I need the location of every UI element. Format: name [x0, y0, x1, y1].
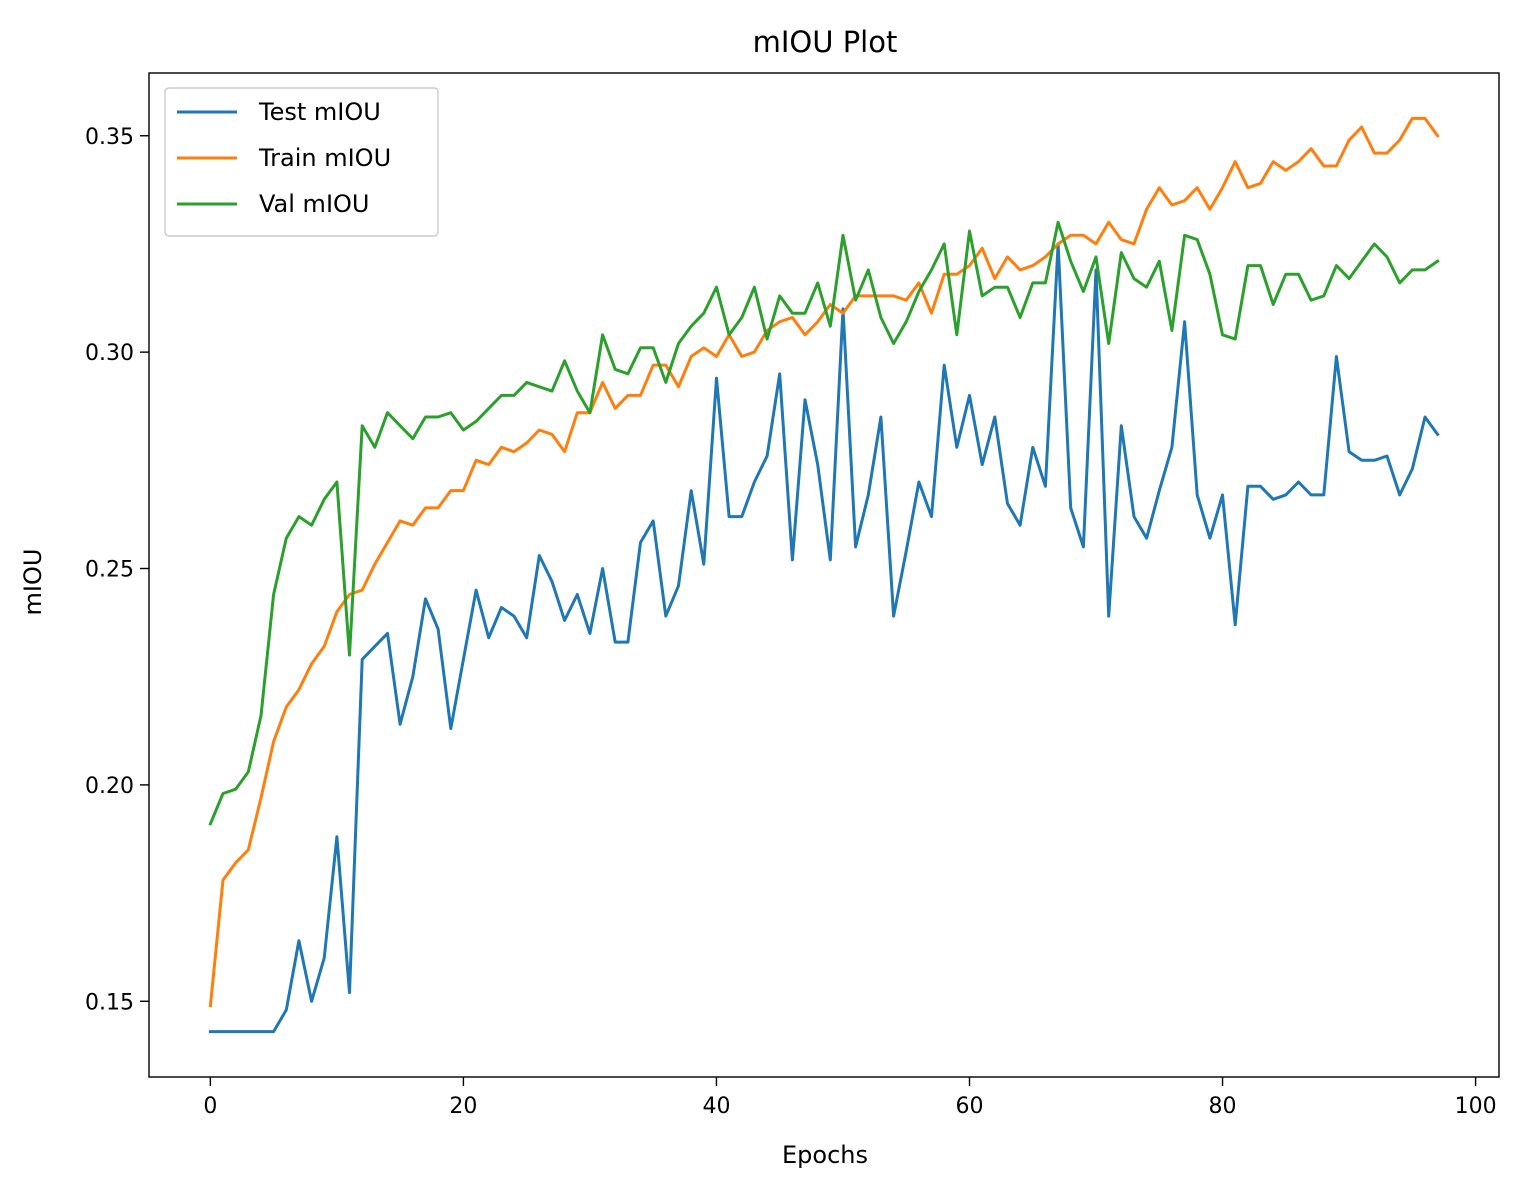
y-tick-label: 0.15 [85, 990, 134, 1015]
y-tick-label: 0.35 [85, 125, 134, 150]
x-axis-label: Epochs [782, 1141, 868, 1169]
legend-label: Val mIOU [259, 190, 369, 218]
series-line-val-miou [208, 220, 1440, 826]
x-tick-label: 0 [203, 1094, 217, 1119]
legend-label: Test mIOU [258, 98, 381, 126]
x-tick-label: 80 [1209, 1094, 1237, 1119]
x-tick-label: 20 [449, 1094, 477, 1119]
series-layer [208, 116, 1440, 1034]
legend-label: Train mIOU [258, 144, 391, 172]
y-tick-label: 0.30 [85, 341, 134, 366]
y-axis-label: mIOU [19, 549, 47, 616]
legend: Test mIOU Train mIOU Val mIOU [164, 87, 439, 237]
y-tick-label: 0.20 [85, 774, 134, 799]
x-tick-label: 100 [1455, 1094, 1497, 1119]
plot-frame [148, 72, 1500, 1078]
series-line-train-miou [208, 116, 1440, 1008]
chart-title: mIOU Plot [753, 25, 898, 59]
y-tick-label: 0.25 [85, 558, 134, 583]
y-axis: 0.15 0.20 0.25 0.30 0.35 [85, 125, 149, 1015]
legend-box [164, 87, 439, 237]
x-axis: 0 20 40 60 80 100 [203, 1077, 1497, 1119]
x-tick-label: 60 [956, 1094, 984, 1119]
x-tick-label: 40 [702, 1094, 730, 1119]
series-line-test-miou [208, 242, 1440, 1034]
